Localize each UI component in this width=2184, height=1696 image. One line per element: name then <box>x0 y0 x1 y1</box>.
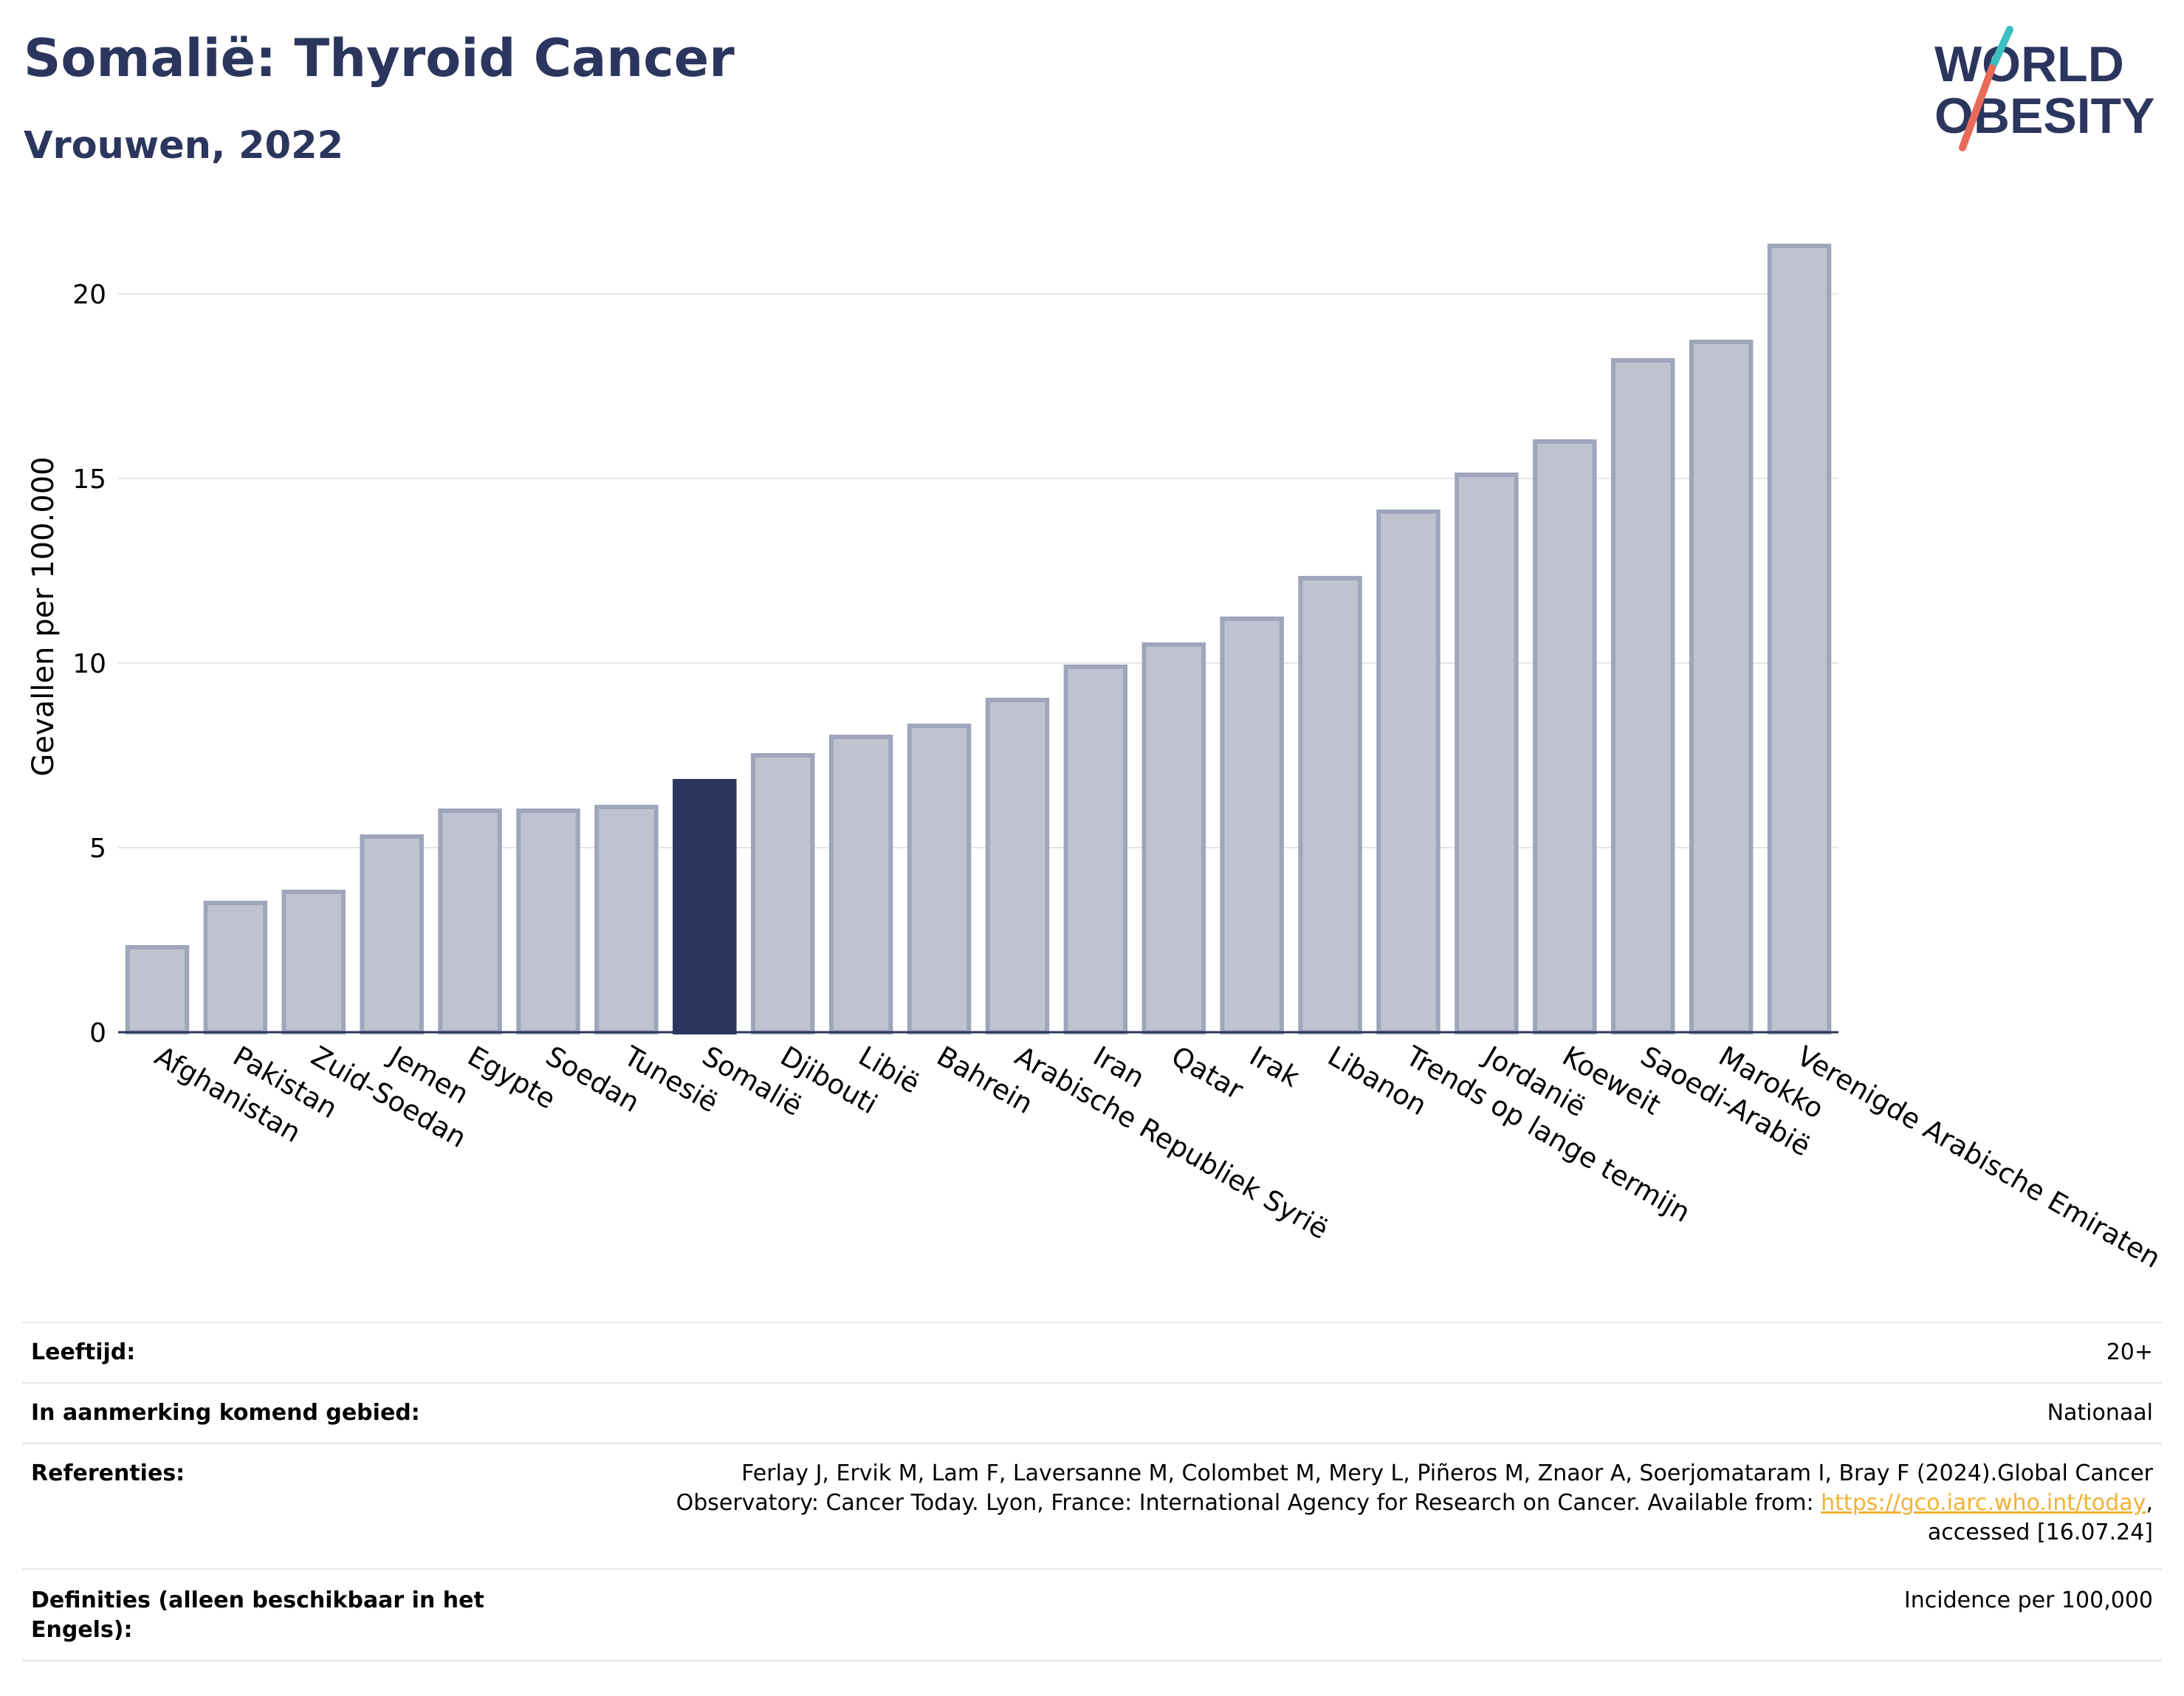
world-obesity-logo: WORLD OBESITY <box>1934 26 2155 151</box>
bar-20[interactable] <box>1689 340 1754 1034</box>
meta-row-age: Leeftijd: 20+ <box>22 1322 2162 1383</box>
age-label: Leeftijd: <box>22 1322 512 1383</box>
y-tick-labels: 0 5 10 15 20 <box>72 280 106 1048</box>
metadata-table: Leeftijd: 20+ In aanmerking komend gebie… <box>22 1322 2162 1661</box>
logo-line-1: WORLD <box>1934 36 2124 92</box>
bar-chart: 0 5 10 15 20 AfghanistanPakistanZuid-SoedanJ… <box>27 244 2166 1274</box>
bar-15[interactable] <box>1298 576 1362 1034</box>
y-tick-label: 0 <box>89 1018 106 1048</box>
bar-18[interactable] <box>1533 439 1597 1034</box>
bar-0[interactable] <box>125 945 190 1034</box>
logo-slash-bottom <box>1959 64 1996 151</box>
references-text-3: , <box>2146 1490 2153 1516</box>
y-tick-label: 15 <box>72 464 106 495</box>
definitions-value: Incidence per 100,000 <box>512 1568 2162 1661</box>
y-tick-label: 20 <box>72 280 106 310</box>
y-tick-label: 10 <box>72 649 106 679</box>
bar-4[interactable] <box>438 808 502 1034</box>
y-tick-label: 5 <box>89 834 106 864</box>
bar-10[interactable] <box>907 724 972 1034</box>
meta-row-references: Referenties: Ferlay J, Ervik M, Lam F, L… <box>22 1443 2162 1569</box>
area-label: In aanmerking komend gebied: <box>22 1382 512 1443</box>
bar-3[interactable] <box>360 834 424 1034</box>
references-value: Ferlay J, Ervik M, Lam F, Laversanne M, … <box>512 1443 2162 1569</box>
x-tick-labels: AfghanistanPakistanZuid-SoedanJemenEgypt… <box>149 1040 2166 1274</box>
x-tick-label: Verenigde Arabische Emiraten <box>1792 1040 2166 1274</box>
logo-slash-top <box>1988 26 2013 72</box>
references-label: Referenties: <box>22 1443 512 1569</box>
meta-row-area: In aanmerking komend gebied: Nationaal <box>22 1382 2162 1443</box>
bar-19[interactable] <box>1610 358 1675 1034</box>
bar-1[interactable] <box>203 901 268 1034</box>
bars <box>125 244 1832 1034</box>
bar-17[interactable] <box>1455 473 1519 1034</box>
page-title: Somalië: Thyroid Cancer <box>24 28 735 89</box>
references-text-1: Ferlay J, Ervik M, Lam F, Laversanne M, … <box>741 1460 2153 1486</box>
x-tick-label: Qatar <box>1166 1040 1249 1107</box>
bar-14[interactable] <box>1220 617 1284 1034</box>
bar-8[interactable] <box>750 753 815 1034</box>
bar-16[interactable] <box>1376 509 1440 1034</box>
age-value: 20+ <box>512 1322 2162 1383</box>
bar-12[interactable] <box>1063 665 1128 1034</box>
bar-5[interactable] <box>516 808 580 1034</box>
area-value: Nationaal <box>512 1382 2162 1443</box>
bar-21[interactable] <box>1767 244 1832 1034</box>
references-link[interactable]: https://gco.iarc.who.int/today <box>1821 1490 2146 1516</box>
references-text-4: accessed [16.07.24] <box>1927 1520 2153 1545</box>
x-tick-label: Irak <box>1244 1040 1305 1094</box>
x-tick-label: Egypte <box>462 1040 561 1116</box>
y-axis-label: Gevallen per 100.000 <box>27 456 61 776</box>
definitions-label: Definities (alleen beschikbaar in het En… <box>22 1568 512 1661</box>
bar-6[interactable] <box>594 805 659 1034</box>
bar-9[interactable] <box>828 735 893 1034</box>
bar-7[interactable] <box>673 779 737 1034</box>
bar-13[interactable] <box>1141 642 1206 1034</box>
meta-row-definitions: Definities (alleen beschikbaar in het En… <box>22 1568 2162 1661</box>
references-text-2: Observatory: Cancer Today. Lyon, France:… <box>676 1490 1821 1516</box>
page-subtitle: Vrouwen, 2022 <box>24 124 344 168</box>
bar-11[interactable] <box>985 698 1050 1034</box>
bar-2[interactable] <box>281 890 346 1034</box>
